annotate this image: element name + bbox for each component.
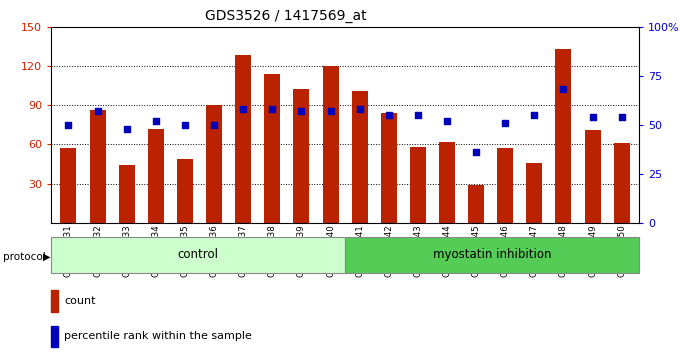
Point xyxy=(325,108,336,114)
Point xyxy=(296,108,307,114)
Point xyxy=(471,149,481,155)
Point xyxy=(63,122,74,128)
Text: count: count xyxy=(64,296,95,306)
Bar xyxy=(51,326,58,347)
Bar xyxy=(206,105,222,223)
Text: control: control xyxy=(177,249,218,261)
Point xyxy=(384,112,394,118)
Point xyxy=(500,120,511,126)
Text: percentile rank within the sample: percentile rank within the sample xyxy=(64,331,252,341)
Bar xyxy=(51,290,58,312)
Text: GDS3526 / 1417569_at: GDS3526 / 1417569_at xyxy=(205,9,367,23)
Point xyxy=(616,114,627,120)
Point xyxy=(587,114,598,120)
Bar xyxy=(148,129,164,223)
Point xyxy=(354,106,365,112)
Bar xyxy=(51,237,345,273)
Point xyxy=(529,112,540,118)
Bar xyxy=(526,163,543,223)
Point xyxy=(558,87,569,92)
Bar xyxy=(614,143,630,223)
Bar xyxy=(556,49,571,223)
Bar xyxy=(345,237,639,273)
Point xyxy=(209,122,220,128)
Bar xyxy=(90,110,105,223)
Bar xyxy=(468,185,484,223)
Bar xyxy=(322,66,339,223)
Point xyxy=(413,112,424,118)
Point xyxy=(92,108,103,114)
Bar xyxy=(177,159,193,223)
Bar xyxy=(235,55,251,223)
Bar xyxy=(293,90,309,223)
Bar xyxy=(410,147,426,223)
Text: ▶: ▶ xyxy=(42,252,50,262)
Point xyxy=(180,122,190,128)
Bar xyxy=(585,130,600,223)
Point xyxy=(238,106,249,112)
Bar xyxy=(381,113,397,223)
Point xyxy=(441,118,452,124)
Bar xyxy=(439,142,455,223)
Text: myostatin inhibition: myostatin inhibition xyxy=(433,249,551,261)
Point xyxy=(267,106,277,112)
Point xyxy=(121,126,132,132)
Bar xyxy=(61,148,76,223)
Bar xyxy=(265,74,280,223)
Bar xyxy=(497,148,513,223)
Bar xyxy=(352,91,368,223)
Bar xyxy=(119,165,135,223)
Point xyxy=(150,118,161,124)
Text: protocol: protocol xyxy=(3,252,46,262)
